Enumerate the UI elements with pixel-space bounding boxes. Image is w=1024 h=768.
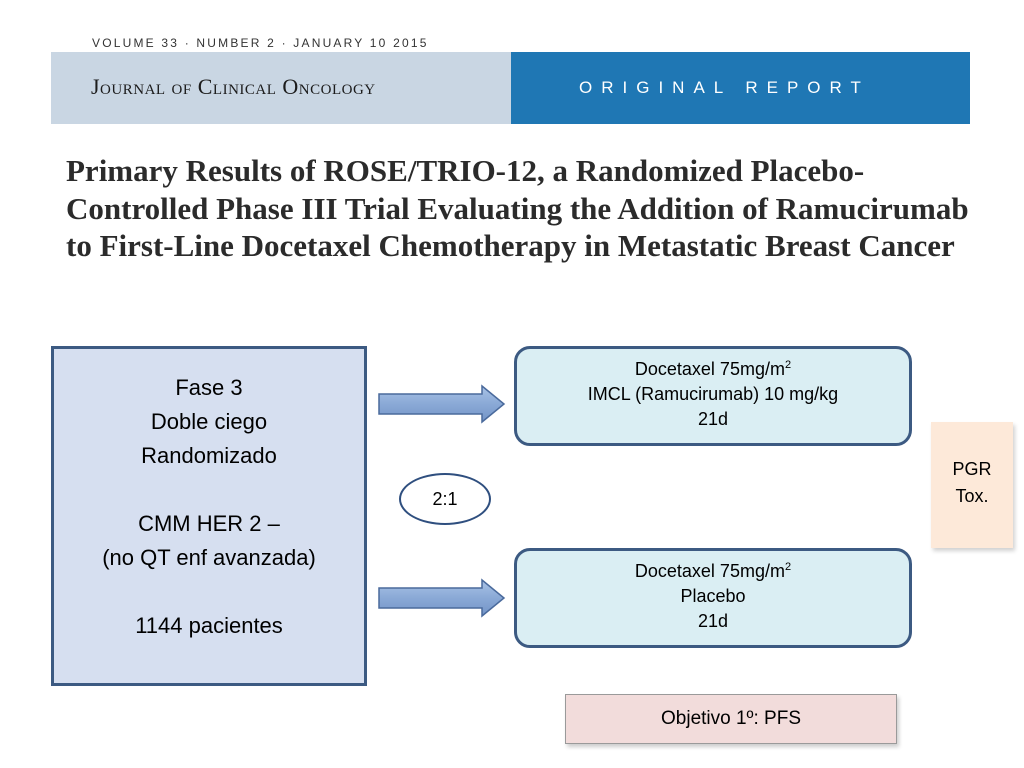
design-population-note: (no QT enf avanzada) (102, 545, 316, 570)
journal-issue-line: VOLUME 33 · NUMBER 2 · JANUARY 10 2015 (92, 36, 429, 50)
report-type-banner: ORIGINAL REPORT (511, 52, 970, 124)
primary-objective-box: Objetivo 1º: PFS (565, 694, 897, 744)
arrow-to-arm-1 (378, 384, 506, 424)
endpoint-toxicity: Tox. (955, 486, 989, 506)
secondary-endpoints-box: PGR Tox. (931, 422, 1013, 548)
arrow-to-arm-2 (378, 578, 506, 618)
arm-cycle: 21d (697, 409, 729, 429)
arm-agent: IMCL (Ramucirumab) 10 mg/kg (587, 384, 839, 404)
design-patient-count: 1144 pacientes (135, 613, 283, 638)
spacer (54, 575, 364, 609)
arm-agent: Placebo (680, 586, 746, 606)
spacer (54, 473, 364, 507)
arm-drug-dose: Docetaxel 75mg/m2 (634, 359, 792, 379)
design-blinding: Doble ciego (150, 409, 268, 434)
design-phase: Fase 3 (175, 375, 243, 400)
design-population: CMM HER 2 – (138, 511, 280, 536)
journal-banner: Journal of Clinical Oncology (51, 52, 511, 124)
arm-cycle: 21d (697, 611, 729, 631)
paper-title: Primary Results of ROSE/TRIO-12, a Rando… (66, 153, 969, 263)
journal-name: Journal of Clinical Oncology (91, 74, 376, 99)
report-type-label: ORIGINAL REPORT (579, 78, 870, 97)
treatment-arm-ramucirumab: Docetaxel 75mg/m2 IMCL (Ramucirumab) 10 … (514, 346, 912, 446)
arm-drug-dose: Docetaxel 75mg/m2 (634, 561, 792, 581)
trial-design-box: Fase 3 Doble ciego Randomizado CMM HER 2… (51, 346, 367, 686)
endpoint-pgr: PGR (952, 459, 992, 479)
design-randomization: Randomizado (141, 443, 277, 468)
treatment-arm-placebo: Docetaxel 75mg/m2 Placebo 21d (514, 548, 912, 648)
randomization-ratio: 2:1 (399, 473, 491, 525)
